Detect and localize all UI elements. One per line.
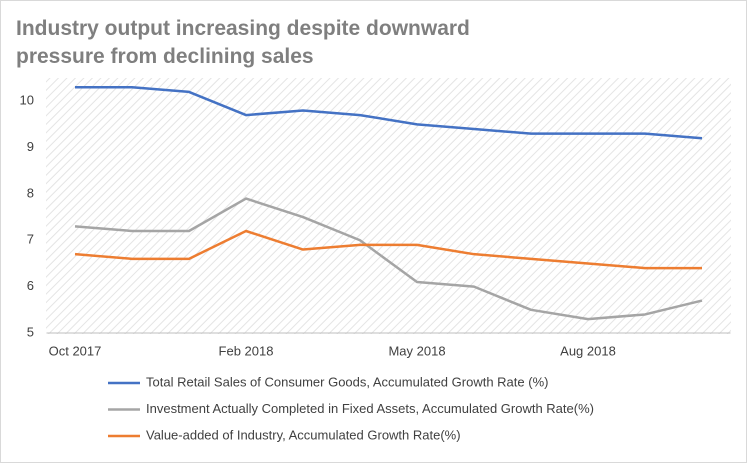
legend-label: Total Retail Sales of Consumer Goods, Ac… [146, 374, 548, 389]
x-tick-label: Oct 2017 [49, 343, 102, 358]
chart-title: Industry output increasing despite downw… [16, 17, 470, 40]
series-line [74, 197, 703, 321]
x-tick-label: Aug 2018 [560, 343, 616, 358]
y-tick-label: 8 [27, 185, 34, 200]
x-tick-label: Feb 2018 [219, 343, 274, 358]
x-tick-label: May 2018 [388, 343, 445, 358]
chart-title: pressure from declining sales [16, 45, 314, 68]
y-tick-label: 7 [27, 232, 34, 247]
y-tick-label: 5 [27, 324, 34, 339]
legend-label: Value-added of Industry, Accumulated Gro… [146, 427, 461, 442]
series-line [74, 229, 702, 270]
plot-area [46, 78, 731, 334]
y-tick-label: 9 [27, 139, 34, 154]
y-tick-label: 6 [27, 278, 34, 293]
series-line [75, 86, 703, 140]
y-tick-label: 10 [20, 93, 34, 108]
legend-label: Investment Actually Completed in Fixed A… [146, 401, 594, 416]
